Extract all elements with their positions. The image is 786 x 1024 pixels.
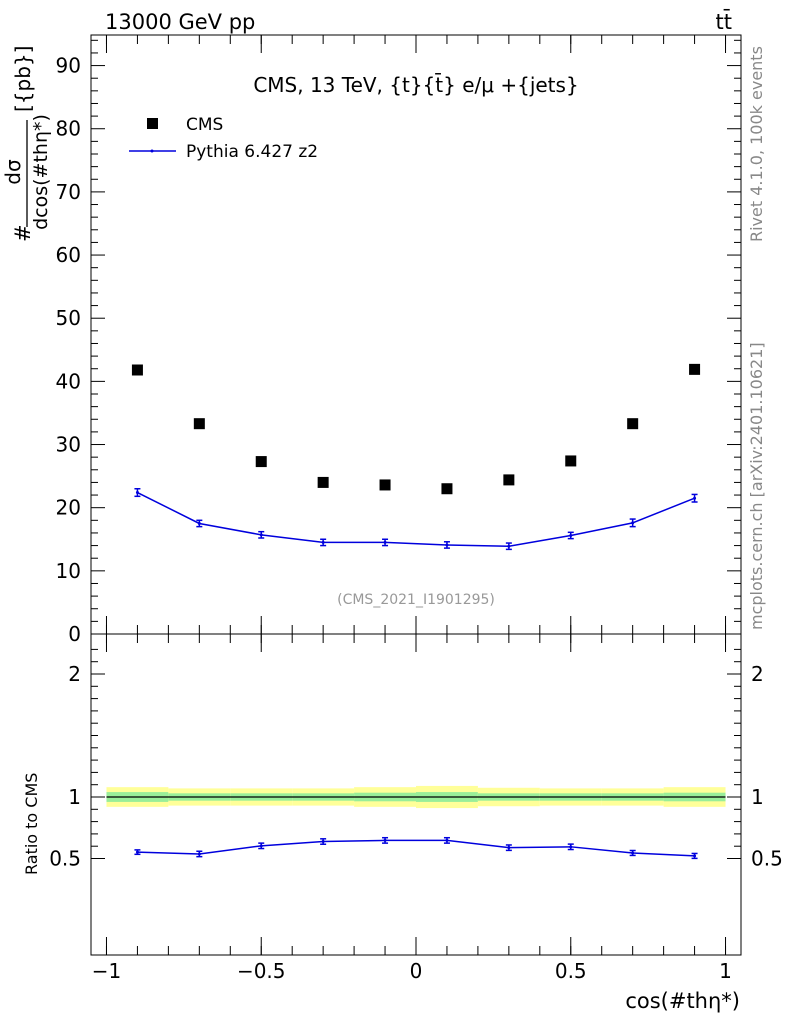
cms-data-point — [317, 476, 329, 488]
ratio-point — [197, 852, 201, 856]
y-tick-label: 40 — [56, 369, 81, 393]
ratio-point — [507, 846, 511, 850]
analysis-id: (CMS_2021_I1901295) — [337, 592, 495, 608]
ratio-point — [321, 840, 325, 844]
x-tick-label: −1 — [92, 959, 121, 983]
cms-data-point — [689, 363, 701, 375]
y-tick-label: 0 — [68, 622, 81, 646]
pythia-point — [631, 521, 635, 525]
ratio-point — [259, 844, 263, 848]
x-tick-label: 0 — [410, 959, 423, 983]
cms-data-point — [379, 479, 391, 491]
y-axis-title: # dσ dcos(#thη*) [{pb}] — [1, 46, 52, 242]
pythia-line — [137, 491, 695, 547]
ratio-y-tick-label: 2 — [68, 662, 81, 686]
ratio-y-tick-label-right: 0.5 — [751, 847, 783, 871]
ratio-panel: 0.5 0.5 1 1 2 2 −1 −0.5 0 0.5 1 — [49, 633, 783, 983]
pythia-point — [135, 491, 139, 495]
cms-data-point — [565, 455, 577, 467]
chart-title: CMS, 13 TeV, {t}{t̄} e/μ +{jets} — [253, 72, 578, 97]
pythia-point — [693, 496, 697, 500]
x-tick-label: −0.5 — [237, 959, 286, 983]
ratio-line — [137, 839, 695, 857]
ratio-point — [569, 845, 573, 849]
cms-data-point — [193, 418, 205, 430]
y-tick-label: 60 — [56, 243, 81, 267]
process-label: tt̄ — [716, 9, 732, 34]
ratio-point — [383, 838, 387, 842]
x-tick-label: 1 — [719, 959, 732, 983]
pythia-point — [197, 521, 201, 525]
y-axis-unit: [{pb}] — [11, 46, 35, 112]
ratio-y-tick-label: 1 — [68, 785, 81, 809]
pythia-point — [321, 540, 325, 544]
ratio-point — [445, 838, 449, 842]
y-axis-denominator: dcos(#thη*) — [30, 114, 52, 230]
y-tick-label: 50 — [56, 306, 81, 330]
main-panel: 0 10 20 30 40 50 60 70 80 90 — [56, 34, 742, 646]
legend-cms-label: CMS — [186, 115, 223, 135]
y-axis-numerator: dσ — [1, 159, 25, 185]
y-tick-label: 90 — [56, 54, 81, 78]
pythia-point — [569, 533, 573, 537]
pythia-point — [383, 540, 387, 544]
cms-data-point — [503, 474, 515, 486]
y-tick-label: 70 — [56, 180, 81, 204]
legend-pythia-label: Pythia 6.427 z2 — [186, 142, 318, 162]
cms-data-point — [131, 364, 143, 376]
source-label: mcplots.cern.ch [arXiv:2401.10621] — [747, 342, 766, 630]
y-tick-label: 20 — [56, 496, 81, 520]
pythia-point — [507, 544, 511, 548]
cms-data-point — [441, 483, 453, 495]
ratio-axis-title: Ratio to CMS — [22, 773, 41, 875]
ratio-point — [135, 850, 139, 854]
ratio-y-tick-label-right: 1 — [751, 785, 764, 809]
y-tick-label: 10 — [56, 559, 81, 583]
cms-data-point — [255, 456, 267, 468]
ratio-y-tick-label-right: 2 — [751, 662, 764, 686]
x-tick-label: 0.5 — [555, 959, 587, 983]
y-axis-prefix: # — [11, 224, 35, 242]
ratio-point — [631, 851, 635, 855]
cms-data-point — [627, 418, 639, 430]
y-tick-label: 30 — [56, 433, 81, 457]
y-tick-label: 80 — [56, 117, 81, 141]
pythia-point — [259, 533, 263, 537]
energy-label: 13000 GeV pp — [105, 10, 255, 34]
x-axis-title: cos(#thη*) — [625, 989, 740, 1013]
pythia-point — [445, 543, 449, 547]
legend-pythia-marker — [150, 149, 154, 153]
ratio-y-tick-label: 0.5 — [49, 847, 81, 871]
ratio-point — [693, 854, 697, 858]
rivet-label: Rivet 4.1.0, 100k events — [747, 46, 766, 242]
legend-cms-marker — [147, 118, 158, 129]
